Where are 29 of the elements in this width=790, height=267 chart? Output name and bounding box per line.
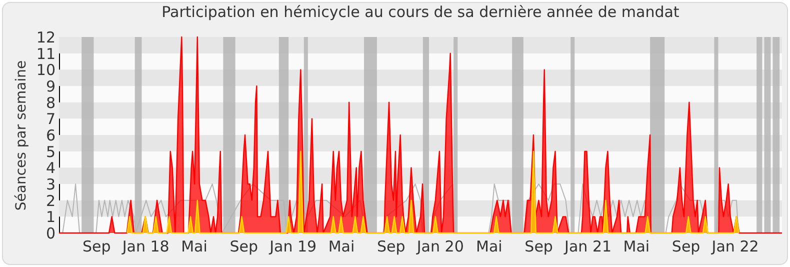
y-tick-label: 2 bbox=[46, 192, 56, 210]
x-tick-label: Jan 18 bbox=[121, 238, 170, 256]
y-tick-label: 10 bbox=[36, 61, 56, 80]
x-tick-label: Jan 21 bbox=[564, 238, 612, 256]
x-tick-label: Jan 22 bbox=[710, 238, 759, 256]
x-tick-label: Mai bbox=[181, 238, 208, 256]
y-tick-label: 5 bbox=[46, 142, 56, 161]
x-tick-label: Sep bbox=[524, 238, 553, 256]
y-axis-title: Séances par semaine bbox=[13, 60, 30, 211]
y-tick-label: 8 bbox=[46, 94, 56, 112]
x-tick-label: Jan 20 bbox=[416, 238, 464, 256]
y-tick-label: 0 bbox=[46, 224, 56, 242]
chart-title: Participation en hémicycle au cours de sa dernière année de mandat bbox=[162, 3, 680, 21]
y-tick-label: 9 bbox=[46, 78, 56, 96]
y-tick-label: 7 bbox=[46, 110, 56, 128]
y-tick-label: 12 bbox=[36, 28, 56, 46]
x-tick-label: Jan 19 bbox=[268, 238, 317, 256]
x-tick-label: Mai bbox=[623, 238, 650, 256]
x-tick-label: Mai bbox=[476, 238, 502, 256]
x-tick-label: Mai bbox=[328, 238, 355, 256]
y-tick-label: 11 bbox=[36, 44, 56, 63]
x-tick-label: Sep bbox=[230, 238, 258, 256]
y-tick-label: 4 bbox=[46, 159, 56, 178]
x-tick-label: Sep bbox=[82, 238, 111, 256]
y-tick-label: 1 bbox=[46, 208, 56, 226]
y-tick-label: 3 bbox=[46, 176, 56, 194]
x-tick-label: Sep bbox=[672, 238, 700, 256]
y-tick-label: 6 bbox=[46, 126, 56, 144]
x-tick-label: Sep bbox=[377, 238, 406, 256]
